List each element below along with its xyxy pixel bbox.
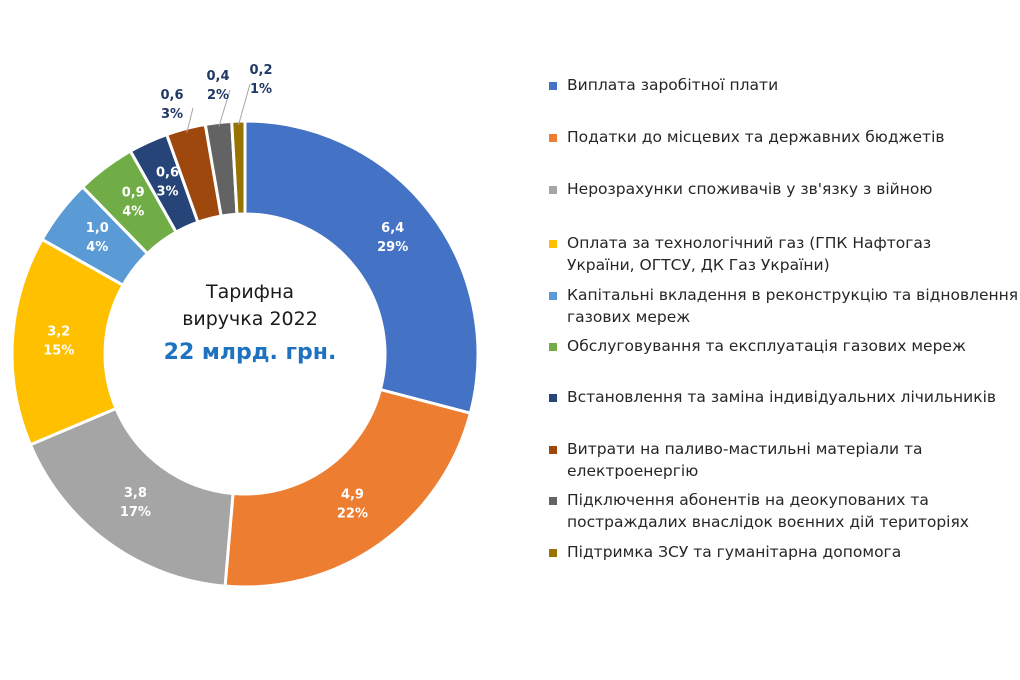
legend-label: Податки до місцевих та державних бюджеті… [567,128,945,146]
data-label-value: 0,6 [156,165,179,180]
slice [230,119,247,216]
legend-marker [549,134,557,142]
leader-line [218,89,231,127]
legend-label: Встановлення та заміна індивідуальних лі… [567,388,997,406]
center-label: Тарифна виручка 2022 22 млрд. грн. [164,281,337,365]
data-label-value: 4,9 [341,487,364,502]
slices [10,119,480,589]
legend-item: Виплата заробітної плати [549,74,1009,96]
legend-item: Податки до місцевих та державних бюджеті… [549,126,1009,148]
legend-label: Капітальні вкладення в реконструкцію та … [567,286,1019,326]
legend-label: Обслуговування та експлуатація газових м… [567,337,966,355]
legend-item: Капітальні вкладення в реконструкцію та … [549,284,1019,328]
legend-item: Обслуговування та експлуатація газових м… [549,335,1009,357]
data-label-value: 0,9 [122,186,145,201]
center-total: 22 млрд. грн. [164,340,337,365]
legend-marker [549,343,557,351]
legend-marker [549,446,557,454]
data-label-percent: 3% [161,107,183,122]
data-label-value: 3,2 [47,324,70,339]
legend-label: Підтримка ЗСУ та гуманітарна допомога [567,543,902,561]
legend-marker [549,292,557,300]
legend-label: Нерозрахунки споживачів у зв'язку з війн… [567,180,933,198]
legend-marker [549,497,557,505]
center-label-line2: виручка 2022 [182,308,318,330]
legend-item: Підключення абонентів на деокупованих та… [549,489,969,533]
center-label-line1: Тарифна [205,281,294,303]
data-label-value: 3,8 [124,486,147,501]
legend-marker [549,549,557,557]
leader-line [186,107,194,133]
legend-item: Встановлення та заміна індивідуальних лі… [549,386,1009,408]
data-label-percent: 29% [377,240,408,255]
data-label-value: 0,2 [249,63,272,78]
legend-label: Оплата за технологічний газ (ГПК Нафтога… [567,234,932,274]
data-label-value: 1,0 [86,221,109,236]
legend-marker [549,186,557,194]
leader-line [237,83,251,126]
data-label-percent: 22% [337,506,368,521]
legend-label: Підключення абонентів на деокупованих та… [567,491,969,531]
data-labels: 6,4 29% 4,9 22% 3,8 17% 3,2 15% 1,0 4% 0,9 4% 0,6 3% 0… [43,63,408,521]
legend-item: Нерозрахунки споживачів у зв'язку з війн… [549,178,1009,200]
legend-label: Виплата заробітної плати [567,76,779,94]
data-label-percent: 17% [120,505,151,520]
legend-label: Витрати на паливо-мастильні матеріали та… [567,440,923,480]
legend-marker [549,82,557,90]
data-label-percent: 4% [86,240,108,255]
legend-item: Підтримка ЗСУ та гуманітарна допомога [549,541,1009,563]
data-label-percent: 4% [122,205,144,220]
legend-marker [549,394,557,402]
leader-lines [186,83,251,133]
data-label-value: 0,4 [206,69,229,84]
data-label-value: 0,6 [160,88,183,103]
data-label-value: 6,4 [381,221,404,236]
slice [243,119,480,416]
slice [223,387,473,589]
data-label-percent: 2% [207,88,229,103]
data-label-percent: 3% [156,184,178,199]
legend-marker [549,240,557,248]
legend-item: Витрати на паливо-мастильні матеріали та… [549,438,929,482]
data-label-percent: 15% [43,343,74,358]
data-label-percent: 1% [250,82,272,97]
legend-item: Оплата за технологічний газ (ГПК Нафтога… [549,232,989,276]
